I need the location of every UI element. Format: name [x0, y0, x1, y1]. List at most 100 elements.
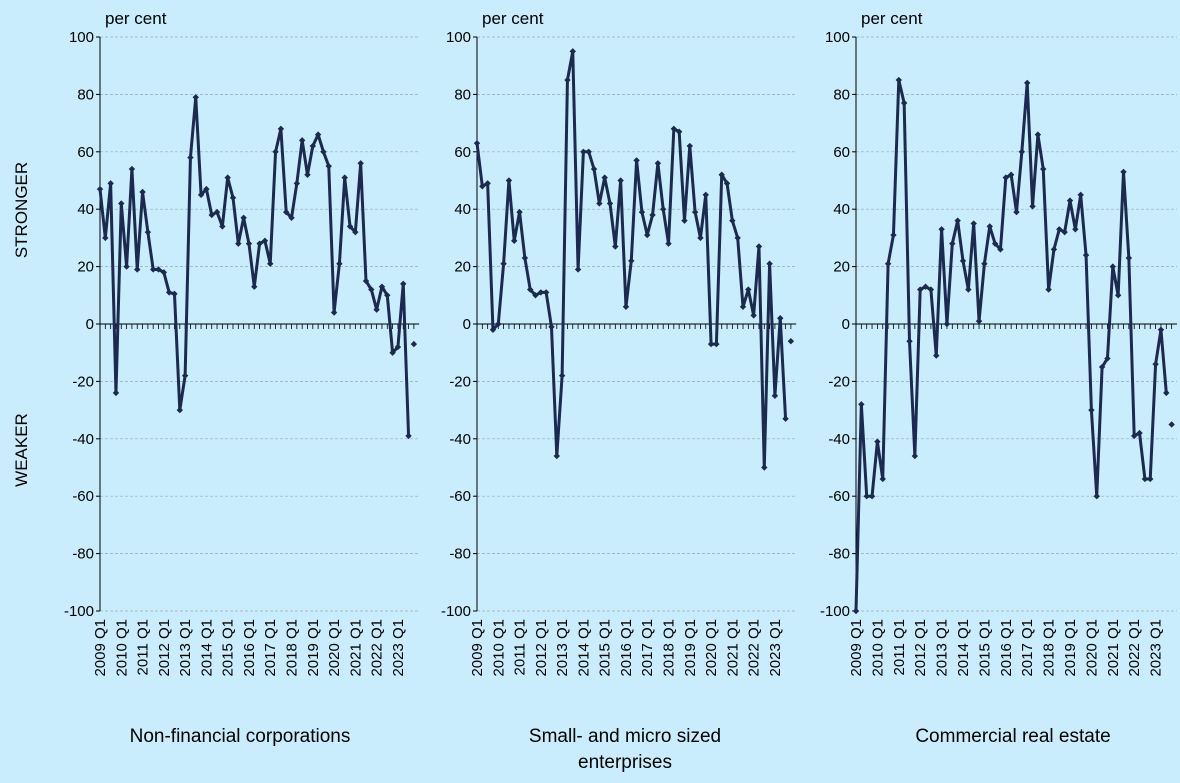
x-tick-label: 2015 Q1 — [976, 619, 993, 677]
point-marker — [213, 208, 221, 216]
point-marker — [601, 174, 608, 181]
x-tick-label: 2018 Q1 — [284, 619, 301, 677]
x-tick-label: 2010 Q1 — [490, 619, 507, 677]
point-marker — [537, 289, 545, 296]
point-marker — [691, 208, 699, 216]
point-marker — [927, 286, 935, 293]
point-marker — [981, 260, 988, 267]
point-marker — [1163, 389, 1170, 397]
point-marker — [187, 154, 194, 161]
point-marker — [405, 432, 412, 440]
x-tick-label: 2019 Q1 — [305, 619, 322, 677]
point-marker — [739, 303, 747, 310]
point-marker — [911, 452, 919, 460]
point-marker — [118, 200, 125, 207]
x-tick-label: 2010 Q1 — [113, 619, 130, 677]
point-marker — [959, 257, 967, 265]
point-marker — [288, 214, 295, 222]
point-marker — [954, 217, 961, 224]
point-marker — [368, 286, 375, 293]
y-tick-label: -60 — [72, 488, 94, 505]
point-marker — [986, 223, 993, 230]
point-marker — [1120, 168, 1127, 176]
y-tick-label: 100 — [446, 29, 471, 46]
y-tick-label: 0 — [86, 316, 94, 333]
point-marker — [235, 240, 242, 247]
x-tick-label: 2015 Q1 — [597, 619, 614, 677]
point-marker — [298, 137, 306, 144]
point-marker — [858, 401, 865, 408]
y-tick-label: 20 — [833, 259, 850, 276]
point-marker — [123, 263, 130, 270]
y-tick-label: -20 — [828, 373, 850, 390]
y-tick-label: 60 — [454, 144, 471, 161]
point-marker — [107, 180, 114, 187]
point-marker — [1045, 286, 1052, 293]
point-marker — [1131, 432, 1138, 440]
x-tick-label: 2009 Q1 — [469, 619, 486, 677]
point-marker — [341, 174, 348, 181]
point-marker — [787, 338, 795, 345]
point-marker — [267, 260, 274, 267]
point-marker — [1125, 254, 1133, 262]
point-marker — [144, 228, 152, 236]
point-marker — [750, 312, 757, 319]
x-tick-label: 2020 Q1 — [703, 619, 720, 677]
point-marker — [548, 323, 555, 331]
x-tick-label: 2009 Q1 — [92, 619, 109, 677]
point-marker — [1050, 246, 1058, 253]
point-marker — [874, 438, 881, 445]
point-marker — [176, 406, 183, 414]
y-tick-label: 80 — [77, 86, 94, 103]
y-tick-label: 40 — [454, 201, 471, 218]
y-tick-label: -60 — [449, 488, 471, 505]
point-marker — [1147, 475, 1154, 483]
y-tick-label: 80 — [833, 86, 850, 103]
point-marker — [755, 243, 763, 250]
point-marker — [283, 208, 290, 216]
point-marker — [134, 266, 141, 273]
y-tick-label: 0 — [842, 316, 850, 333]
y-unit: per cent — [482, 9, 544, 28]
point-marker — [542, 289, 550, 296]
point-marker — [489, 326, 497, 333]
point-marker — [181, 372, 189, 379]
y-tick-label: -100 — [820, 603, 850, 620]
point-marker — [890, 231, 897, 239]
point-marker — [900, 99, 908, 107]
point-marker — [320, 148, 327, 155]
point-marker — [527, 286, 534, 293]
x-tick-label: 2020 Q1 — [1083, 619, 1100, 677]
weaker-label: WEAKER — [12, 413, 31, 487]
point-marker — [644, 231, 651, 239]
x-tick-label: 2012 Q1 — [156, 619, 173, 677]
point-marker — [1114, 292, 1122, 299]
point-marker — [718, 171, 725, 178]
point-marker — [1136, 429, 1143, 437]
point-marker — [1152, 360, 1159, 368]
point-marker — [484, 180, 491, 187]
point-marker — [384, 292, 391, 299]
point-marker — [965, 286, 972, 293]
point-marker — [473, 139, 481, 147]
x-tick-label: 2016 Q1 — [998, 619, 1015, 677]
x-tick-label: 2017 Q1 — [639, 619, 656, 677]
x-tick-label: 2012 Q1 — [533, 619, 550, 677]
x-tick-label: 2011 Q1 — [891, 619, 908, 675]
y-tick-label: 60 — [833, 144, 850, 161]
y-tick-label: -60 — [828, 488, 850, 505]
point-marker — [938, 226, 945, 233]
point-marker — [596, 200, 603, 207]
y-tick-label: -80 — [72, 546, 94, 563]
point-marker — [500, 260, 507, 267]
point-marker — [357, 160, 364, 167]
x-tick-label: 2021 Q1 — [724, 619, 741, 677]
y-tick-label: -20 — [449, 373, 471, 390]
point-marker — [1077, 191, 1084, 199]
point-marker — [933, 352, 940, 359]
y-tick-label: -100 — [441, 603, 471, 620]
x-tick-label: 2021 Q1 — [1105, 619, 1122, 677]
point-marker — [1088, 406, 1095, 414]
point-marker — [203, 185, 210, 193]
x-tick-label: 2014 Q1 — [198, 619, 215, 677]
